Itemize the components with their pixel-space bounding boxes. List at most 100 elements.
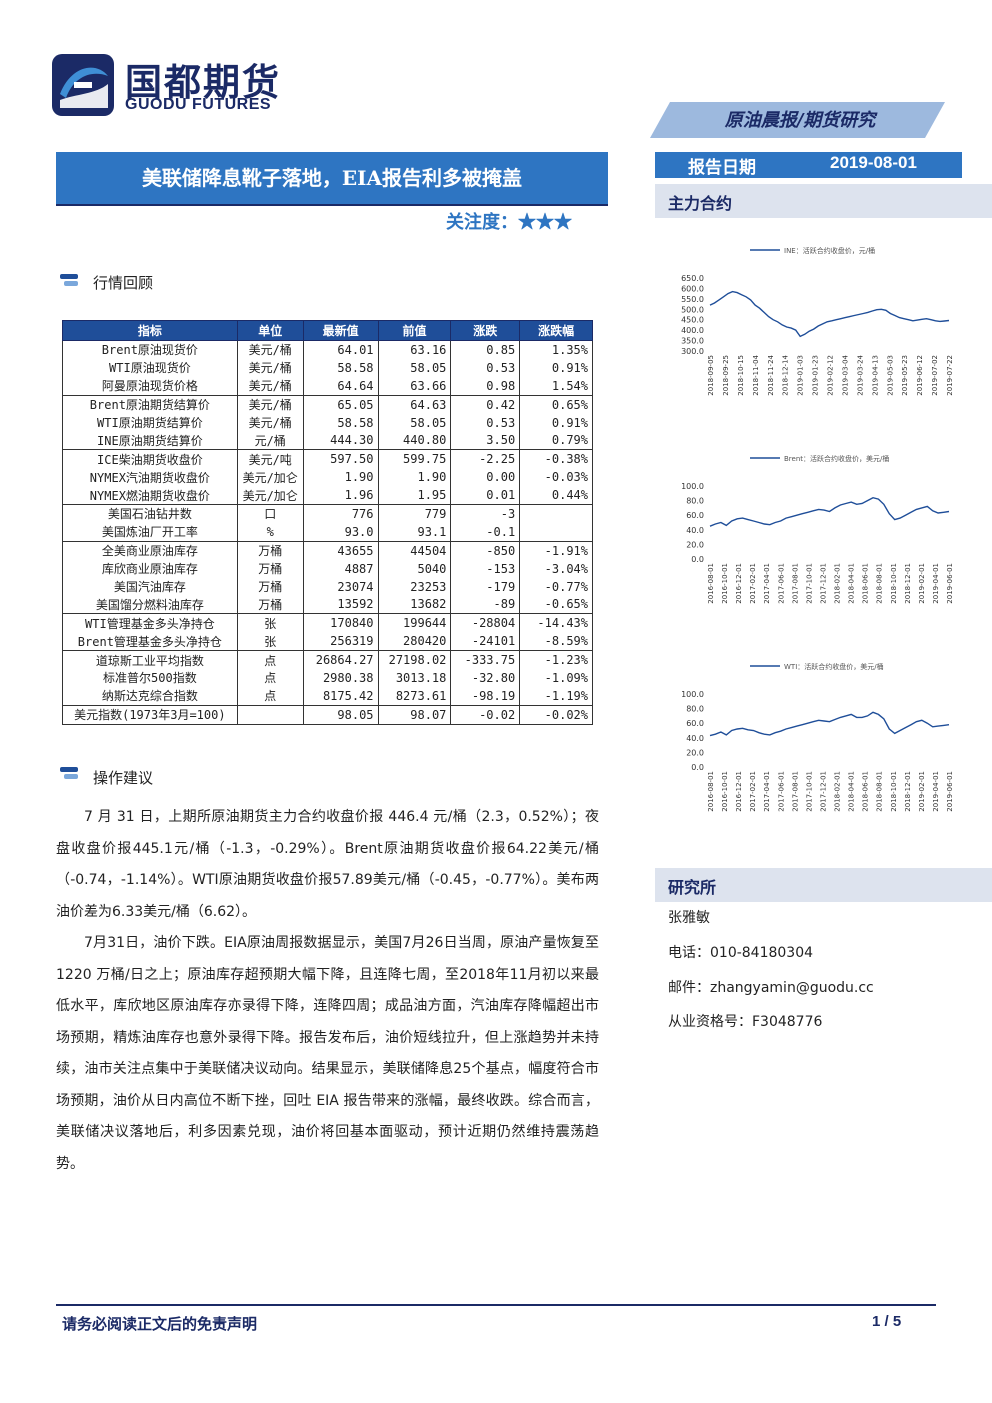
cell-change-pct: -1.91% (519, 540, 593, 560)
cell-latest: 13592 (302, 595, 379, 614)
x-tick-label: 2018-12-01 (904, 771, 912, 812)
cell-unit: 美元/加仑 (236, 468, 304, 487)
cell-indicator: NYMEX汽油期货收盘价 (62, 468, 238, 487)
x-tick-label: 2017-06-01 (777, 771, 785, 812)
x-tick-label: 2018-12-01 (904, 563, 912, 604)
x-tick-label: 2016-10-01 (721, 771, 729, 812)
cell-latest: 58.58 (302, 413, 379, 432)
cell-indicator: 阿曼原油现货价格 (62, 376, 238, 396)
footer-disclaimer: 请务必阅读正文后的免责声明 (62, 1315, 258, 1333)
cell-indicator: WTI原油现货价 (62, 358, 238, 377)
x-tick-label: 2019-04-01 (932, 771, 940, 812)
researcher-phone: 电话：010-84180304 (668, 945, 814, 961)
cell-unit: 美元/加仑 (236, 486, 304, 505)
cell-change: -179 (450, 577, 521, 596)
y-tick-label: 80.0 (686, 705, 704, 714)
x-tick-label: 2018-10-01 (890, 563, 898, 604)
cell-indicator: 标准普尔500指数 (62, 669, 238, 687)
cell-indicator: 美国汽油库存 (62, 577, 238, 596)
cell-unit: 口 (236, 504, 304, 523)
cell-latest: 93.0 (302, 522, 379, 542)
quote-table: 指标 单位 最新值 前值 涨跌 涨跌幅 Brent原油现货价 美元/桶 64.01 6… (62, 320, 593, 725)
cell-change-pct: -1.19% (519, 686, 593, 706)
x-tick-label: 2018-06-01 (862, 563, 870, 604)
cell-unit: 美元/桶 (236, 339, 304, 359)
cell-indicator: NYMEX燃油期货收盘价 (62, 486, 238, 505)
table-row: 道琼斯工业平均指数点 26864.27 27198.02 -333.75 -1.23% (62, 650, 593, 670)
page-number: 1 / 5 (872, 1313, 902, 1330)
cell-latest: 1.90 (302, 468, 379, 487)
x-tick-label: 2016-08-01 (707, 771, 715, 812)
y-tick-label: 20.0 (686, 748, 704, 757)
cell-previous: 1.90 (377, 468, 452, 487)
institute-title: 研究所 (668, 878, 717, 897)
cell-latest: 23074 (302, 577, 379, 596)
cell-latest: 65.05 (302, 394, 379, 414)
main-contract-title: 主力合约 (668, 194, 733, 213)
cell-previous: 199644 (377, 613, 452, 633)
cell-change-pct: -1.23% (519, 650, 593, 670)
x-tick-label: 2018-11-24 (767, 354, 775, 395)
cell-indicator: Brent原油现货价 (62, 339, 238, 359)
wti-price-chart: WTI：活跃合约收盘价，美元/桶 100.0 80.0 60.0 40.0 20.0 0.0… (681, 662, 954, 812)
cell-previous: 440.80 (377, 431, 452, 450)
cell-latest: 43655 (302, 540, 379, 560)
y-tick-label: 400.0 (681, 326, 704, 335)
market-review-title: 行情回顾 (93, 274, 154, 292)
table-row: ICE柴油期货收盘价 美元/吨 597.50 599.75 -2.25 -0.38% (62, 449, 593, 469)
x-tick-label: 2018-09-25 (722, 355, 730, 396)
cell-previous: 13682 (377, 595, 452, 614)
table-row: Brent原油期货结算价 美元/桶 65.05 64.63 0.42 0.65% (62, 394, 593, 414)
table-header-row: 指标 单位 最新值 前值 涨跌 涨跌幅 (62, 320, 593, 341)
cell-change-pct: 0.65% (519, 394, 593, 414)
title-bar (56, 152, 608, 204)
banner-title: 原油晨报/期货研究 (724, 110, 876, 131)
x-tick-label: 2017-12-01 (819, 563, 827, 604)
cell-unit: 万桶 (236, 559, 304, 578)
cell-previous: 8273.61 (377, 686, 452, 706)
cell-change-pct: 0.91% (519, 358, 593, 377)
cell-previous: 599.75 (377, 449, 452, 469)
x-tick-label: 2019-02-01 (918, 563, 926, 604)
guodu-logo-icon (52, 54, 114, 116)
table-row: INE原油期货结算价 元/桶 444.30 440.80 3.50 0.79% (62, 431, 593, 450)
series-line (709, 711, 950, 737)
table-row: WTI原油期货结算价 美元/桶 58.58 58.05 0.53 0.91% (62, 413, 593, 432)
x-tick-label: 2016-12-01 (735, 771, 743, 812)
cell-indicator: Brent管理基金多头净持仓 (62, 632, 238, 651)
x-tick-label: 2017-02-01 (749, 771, 757, 812)
table-row: 美国馏分燃料油库存 万桶 13592 13682 -89 -0.65% (62, 595, 593, 614)
table-row: 纳斯达克综合指数点 8175.42 8273.61 -98.19 -1.19% (62, 686, 593, 706)
table-row: NYMEX汽油期货收盘价 美元/加仑 1.90 1.90 0.00 -0.03% (62, 468, 593, 487)
y-tick-label: 450.0 (681, 316, 704, 325)
cell-latest: 64.64 (302, 376, 379, 396)
cell-unit: 张 (236, 613, 304, 633)
table-row: 阿曼原油现货价格 美元/桶 64.64 63.66 0.98 1.54% (62, 376, 593, 396)
report-title: 美联储降息靴子落地，EIA报告利多被掩盖 (141, 166, 523, 190)
table-row: WTI管理基金多头净持仓张 170840 199644 -28804 -14.43% (62, 613, 593, 633)
cell-indicator: 美国石油钻井数 (62, 504, 238, 523)
cell-unit: 美元/桶 (236, 358, 304, 377)
y-tick-label: 300.0 (681, 347, 704, 356)
y-tick-label: 60.0 (686, 719, 704, 728)
y-tick-label: 600.0 (681, 284, 704, 293)
cell-indicator: WTI管理基金多头净持仓 (62, 613, 238, 633)
logo-cn: 国都期货 (125, 61, 281, 104)
paragraph-1: 7 月 31 日，上期所原油期货主力合约收盘价报 446.4 元/桶（2.3，0… (56, 809, 599, 920)
cell-change: 3.50 (450, 431, 521, 450)
cell-change-pct: -0.38% (519, 449, 593, 469)
quote-table-body: Brent原油现货价 美元/桶 64.01 63.16 0.85 1.35% WTI原油现货… (62, 339, 593, 725)
cell-change: -2.25 (450, 449, 521, 469)
col-change-pct: 涨跌幅 (519, 320, 593, 341)
cell-change-pct: 0.44% (519, 486, 593, 505)
cell-change-pct: -0.02% (519, 704, 593, 725)
cell-change: -0.02 (450, 704, 521, 725)
cell-previous: 93.1 (377, 522, 452, 542)
cell-change: 0.42 (450, 394, 521, 414)
y-tick-label: 40.0 (686, 734, 704, 743)
cell-unit: 美元/桶 (236, 376, 304, 396)
series-line (709, 496, 950, 527)
series-line (709, 290, 950, 338)
cell-change-pct: -0.65% (519, 595, 593, 614)
x-tick-label: 2017-02-01 (749, 563, 757, 604)
